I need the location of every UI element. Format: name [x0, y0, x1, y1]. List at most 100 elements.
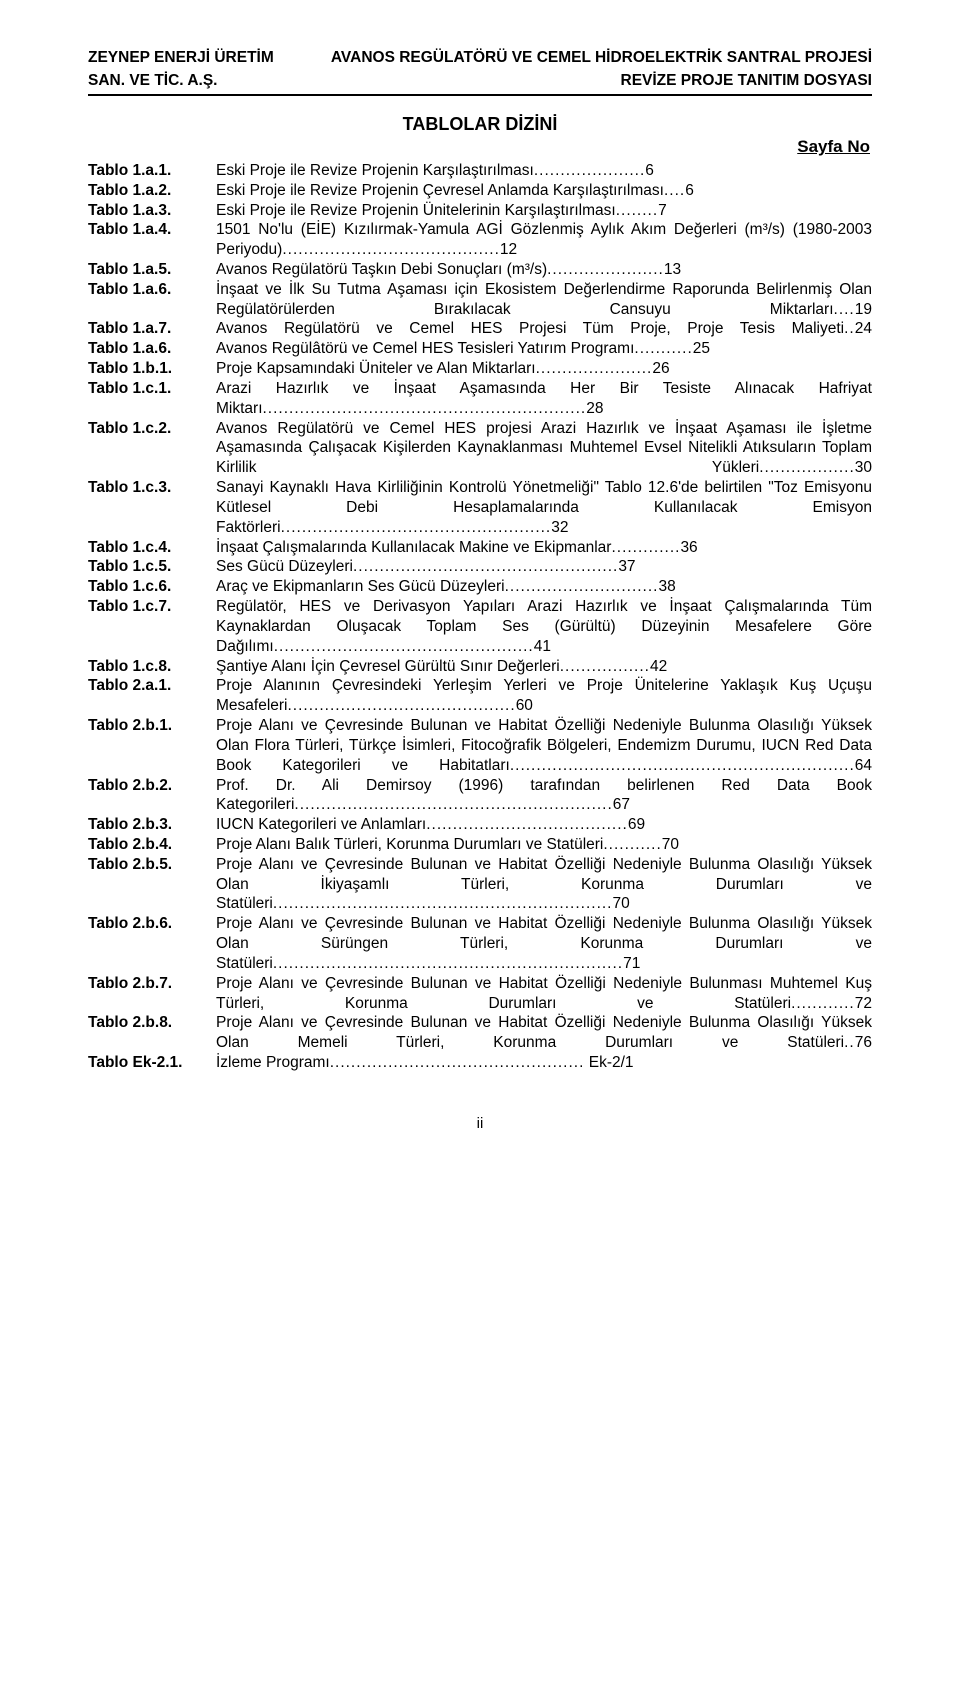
leader-dots: ........................................… — [510, 757, 855, 774]
toc-text: Proje Kapsamındaki Üniteler ve Alan Mikt… — [216, 359, 872, 379]
toc-entry-text: IUCN Kategorileri ve Anlamları — [216, 816, 426, 833]
toc-entry-text: Avanos Regülâtörü ve Cemel HES Tesisleri… — [216, 340, 634, 357]
toc-label: Tablo 1.a.6. — [88, 339, 216, 359]
toc-entry-text: İnşaat ve İlk Su Tutma Aşaması için Ekos… — [216, 281, 872, 318]
toc-text: 1501 No'lu (EİE) Kızılırmak-Yamula AGİ G… — [216, 220, 872, 260]
leader-dots: ..................... — [534, 162, 645, 179]
toc-text: Arazi Hazırlık ve İnşaat Aşamasında Her … — [216, 379, 872, 419]
toc-page-number: 30 — [855, 459, 872, 476]
header-right-1: AVANOS REGÜLATÖRÜ VE CEMEL HİDROELEKTRİK… — [331, 48, 872, 69]
leader-dots: .................. — [759, 459, 855, 476]
toc-text: İzleme Programı.........................… — [216, 1053, 872, 1073]
toc-entry-text: Proje Alanı Balık Türleri, Korunma Durum… — [216, 836, 603, 853]
toc-text: Şantiye Alanı İçin Çevresel Gürültü Sını… — [216, 657, 872, 677]
leader-dots: .... — [834, 301, 855, 318]
toc-text: Avanos Regülatörü ve Cemel HES projesi A… — [216, 419, 872, 478]
toc-page-number: 13 — [664, 261, 681, 278]
toc-row: Tablo 2.b.7.Proje Alanı ve Çevresinde Bu… — [88, 974, 872, 1014]
leader-dots: ........................................… — [273, 895, 613, 912]
header-right-2: REVİZE PROJE TANITIM DOSYASI — [621, 71, 873, 92]
toc-label: Tablo 1.c.4. — [88, 538, 216, 558]
toc-row: Tablo 2.b.4.Proje Alanı Balık Türleri, K… — [88, 835, 872, 855]
toc-text: İnşaat ve İlk Su Tutma Aşaması için Ekos… — [216, 280, 872, 320]
toc-label: Tablo 1.c.3. — [88, 478, 216, 498]
toc-page-number: 72 — [855, 995, 872, 1012]
toc-page-number: 64 — [855, 757, 872, 774]
toc-page-number: 67 — [613, 796, 630, 813]
toc-row: Tablo 1.a.4.1501 No'lu (EİE) Kızılırmak-… — [88, 220, 872, 260]
table-of-contents: Tablo 1.a.1.Eski Proje ile Revize Projen… — [88, 161, 872, 1073]
toc-label: Tablo 1.c.5. — [88, 557, 216, 577]
toc-entry-text: İnşaat Çalışmalarında Kullanılacak Makin… — [216, 539, 611, 556]
leader-dots: ........................................… — [281, 519, 552, 536]
leader-dots: ........................................… — [282, 241, 500, 258]
leader-dots: ........... — [603, 836, 661, 853]
toc-page-number: 71 — [623, 955, 640, 972]
toc-label: Tablo 1.a.5. — [88, 260, 216, 280]
toc-text: Proje Alanı ve Çevresinde Bulunan ve Hab… — [216, 716, 872, 775]
toc-label: Tablo Ek-2.1. — [88, 1053, 216, 1073]
leader-dots: ...................... — [536, 360, 653, 377]
toc-text: IUCN Kategorileri ve Anlamları..........… — [216, 815, 872, 835]
toc-entry-text: Eski Proje ile Revize Projenin Üniteleri… — [216, 202, 616, 219]
toc-text: Eski Proje ile Revize Projenin Üniteleri… — [216, 201, 872, 221]
toc-row: Tablo 1.c.6.Araç ve Ekipmanların Ses Güc… — [88, 577, 872, 597]
header-rule — [88, 94, 872, 96]
leader-dots: ................. — [560, 658, 650, 675]
toc-label: Tablo 2.b.7. — [88, 974, 216, 994]
leader-dots: ........................................… — [263, 400, 587, 417]
toc-page-number: 42 — [650, 658, 667, 675]
header-left-2: SAN. VE TİC. A.Ş. — [88, 71, 217, 92]
toc-entry-text: Eski Proje ile Revize Projenin Çevresel … — [216, 182, 664, 199]
toc-row: Tablo 2.a.1.Proje Alanının Çevresindeki … — [88, 676, 872, 716]
toc-row: Tablo Ek-2.1.İzleme Programı............… — [88, 1053, 872, 1073]
toc-label: Tablo 1.a.2. — [88, 181, 216, 201]
toc-entry-text: Eski Proje ile Revize Projenin Karşılaşt… — [216, 162, 534, 179]
toc-row: Tablo 2.b.5.Proje Alanı ve Çevresinde Bu… — [88, 855, 872, 914]
toc-row: Tablo 2.b.8.Proje Alanı ve Çevresinde Bu… — [88, 1013, 872, 1053]
toc-row: Tablo 1.a.2.Eski Proje ile Revize Projen… — [88, 181, 872, 201]
toc-label: Tablo 2.a.1. — [88, 676, 216, 696]
toc-text: Avanos Regülatörü Taşkın Debi Sonuçları … — [216, 260, 872, 280]
toc-entry-text: Ses Gücü Düzeyleri — [216, 558, 353, 575]
leader-dots: ............. — [611, 539, 680, 556]
toc-label: Tablo 1.c.7. — [88, 597, 216, 617]
toc-label: Tablo 2.b.5. — [88, 855, 216, 875]
toc-text: Avanos Regülâtörü ve Cemel HES Tesisleri… — [216, 339, 872, 359]
toc-row: Tablo 1.c.3.Sanayi Kaynaklı Hava Kirlili… — [88, 478, 872, 537]
toc-label: Tablo 2.b.2. — [88, 776, 216, 796]
leader-dots: .. — [844, 1034, 855, 1051]
toc-text: Avanos Regülatörü ve Cemel HES Projesi T… — [216, 319, 872, 339]
toc-label: Tablo 1.c.1. — [88, 379, 216, 399]
toc-label: Tablo 2.b.4. — [88, 835, 216, 855]
leader-dots: ........................................… — [273, 955, 623, 972]
leader-dots: ........................................… — [353, 558, 618, 575]
leader-dots: ........................................… — [274, 638, 534, 655]
toc-text: Proje Alanı Balık Türleri, Korunma Durum… — [216, 835, 872, 855]
leader-dots: .... — [664, 182, 685, 199]
page-no-heading: Sayfa No — [88, 137, 872, 157]
toc-row: Tablo 1.b.1.Proje Kapsamındaki Üniteler … — [88, 359, 872, 379]
toc-entry-text: Araç ve Ekipmanların Ses Gücü Düzeyleri — [216, 578, 505, 595]
toc-page-number: 41 — [534, 638, 551, 655]
toc-page-number: 36 — [680, 539, 697, 556]
toc-page-number: 70 — [612, 895, 629, 912]
leader-dots: ........................................… — [330, 1054, 585, 1071]
toc-label: Tablo 1.c.8. — [88, 657, 216, 677]
toc-page-number: 32 — [551, 519, 568, 536]
toc-row: Tablo 1.a.7.Avanos Regülatörü ve Cemel H… — [88, 319, 872, 339]
toc-label: Tablo 1.c.6. — [88, 577, 216, 597]
toc-text: Proje Alanı ve Çevresinde Bulunan ve Hab… — [216, 974, 872, 1014]
toc-text: Sanayi Kaynaklı Hava Kirliliğinin Kontro… — [216, 478, 872, 537]
toc-page-number: 19 — [855, 301, 872, 318]
toc-text: İnşaat Çalışmalarında Kullanılacak Makin… — [216, 538, 872, 558]
page: ZEYNEP ENERJİ ÜRETİM AVANOS REGÜLATÖRÜ V… — [0, 0, 960, 1172]
leader-dots: ........... — [634, 340, 692, 357]
toc-page-number: 7 — [658, 202, 667, 219]
toc-text: Regülatör, HES ve Derivasyon Yapıları Ar… — [216, 597, 872, 656]
toc-label: Tablo 2.b.6. — [88, 914, 216, 934]
header-line-1: ZEYNEP ENERJİ ÜRETİM AVANOS REGÜLATÖRÜ V… — [88, 48, 872, 69]
toc-text: Eski Proje ile Revize Projenin Karşılaşt… — [216, 161, 872, 181]
toc-page-number: 60 — [516, 697, 533, 714]
toc-page-number: 25 — [693, 340, 710, 357]
